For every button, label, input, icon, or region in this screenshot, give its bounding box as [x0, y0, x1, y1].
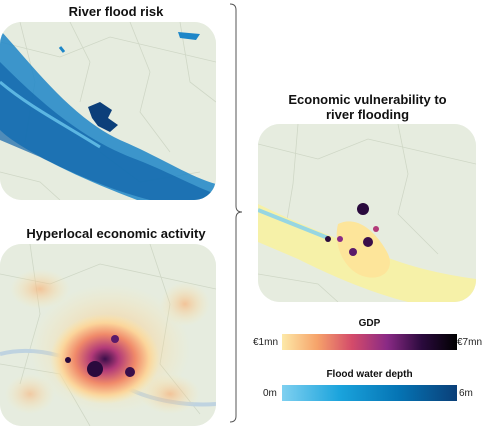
vulnerability-map [258, 124, 476, 302]
vulnerability-title-line2: river flooding [325, 107, 410, 122]
gdp-max-label: €7mn [457, 337, 483, 348]
gdp-min-label: €1mn [253, 337, 279, 348]
flood-risk-title: River flood risk [68, 4, 164, 19]
gdp-color-bar [282, 334, 457, 350]
flood-depth-legend-title: Flood water depth [326, 369, 413, 380]
flood-depth-min-label: 0m [263, 388, 277, 399]
vulnerability-title-line1: Economic vulnerability to [288, 92, 447, 107]
flood-depth-color-bar [282, 385, 457, 401]
flood-risk-map [0, 22, 216, 200]
gdp-legend-title: GDP [358, 318, 381, 329]
flood-depth-max-label: 6m [459, 388, 473, 399]
economic-activity-title: Hyperlocal economic activity [26, 226, 206, 241]
economic-activity-map [0, 244, 216, 426]
